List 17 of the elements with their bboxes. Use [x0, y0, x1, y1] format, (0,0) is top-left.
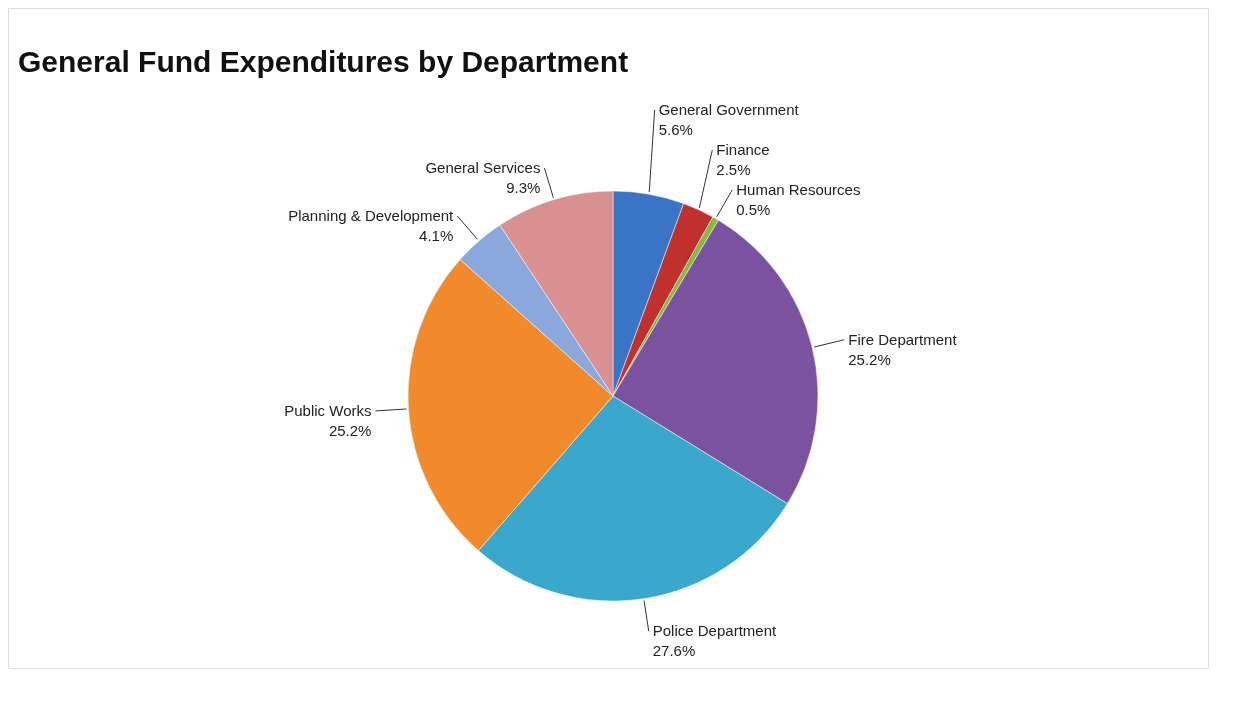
data-label: 27.6% [652, 642, 696, 660]
chart-title: General Fund Expenditures by Department [18, 45, 629, 78]
slice-label: General Services [425, 159, 541, 177]
data-label: 4.1% [419, 227, 454, 244]
data-label: 5.6% [658, 121, 693, 139]
slice-label: Police Department [652, 622, 777, 640]
slice-label: Fire Department [848, 330, 958, 348]
data-label: 9.3% [506, 179, 541, 197]
slice-label: Public Works [284, 401, 372, 419]
slice-label: Planning & Development [288, 207, 455, 224]
data-label: 25.2% [848, 350, 891, 368]
slice-label: Finance [716, 141, 770, 159]
slice-label: Human Resources [736, 181, 861, 199]
data-label: 25.2% [328, 421, 372, 439]
data-label: 0.5% [736, 201, 771, 219]
slice-label: General Government [658, 101, 800, 119]
data-label: 2.5% [716, 161, 751, 179]
